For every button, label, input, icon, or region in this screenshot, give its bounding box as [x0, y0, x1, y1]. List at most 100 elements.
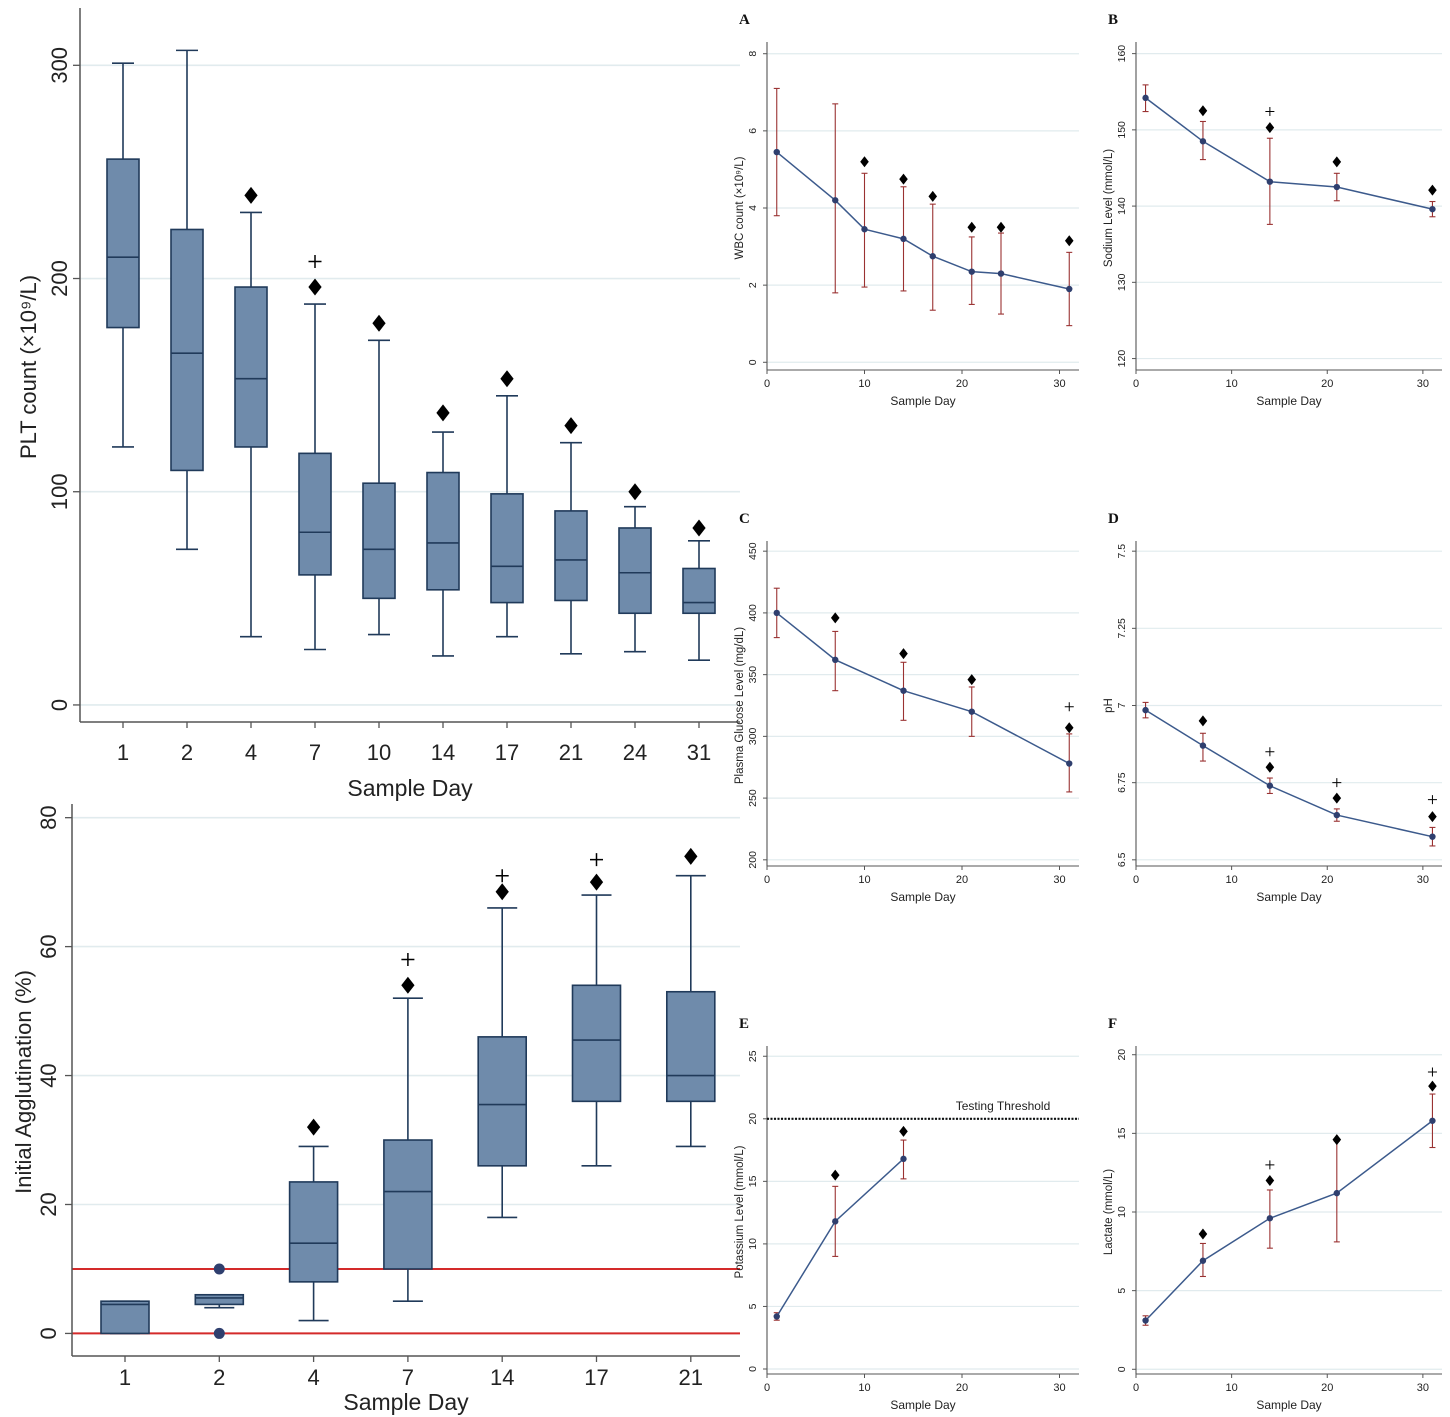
x-tick-label: 7: [402, 1365, 414, 1390]
x-tick-label: 4: [307, 1365, 319, 1390]
data-point: [900, 235, 907, 243]
data-point: [1266, 178, 1274, 185]
y-tick-label: 450: [747, 542, 759, 560]
diamond-marker: [372, 314, 386, 332]
y-tick-label: 80: [36, 805, 61, 829]
y-tick-label: 200: [747, 851, 759, 869]
diamond-marker: [1428, 184, 1437, 196]
box: [106, 158, 140, 329]
box: [571, 984, 622, 1103]
x-axis-title: Sample Day: [1256, 394, 1321, 408]
diamond-marker: [1332, 1134, 1342, 1146]
diamond-marker: [308, 278, 322, 296]
data-point: [1199, 138, 1207, 145]
line-panel-E: 0 5 10 15 20 25 0 10 20 30 Testing Threshold E Sampl…: [734, 1016, 1079, 1412]
x-tick-label: 17: [584, 1365, 608, 1390]
x-tick-label: 10: [1226, 1382, 1238, 1394]
x-tick-label: 30: [1053, 874, 1065, 886]
data-point: [773, 1313, 780, 1320]
y-axis-title: Sodium Level (mmol/L): [1103, 149, 1115, 267]
x-tick-label: 10: [858, 874, 870, 886]
x-tick-label: 0: [1133, 378, 1139, 390]
diamond-marker: [1064, 235, 1074, 247]
x-tick-label: 14: [490, 1365, 514, 1390]
x-tick-label: 1: [117, 740, 129, 765]
y-tick-label: 15: [747, 1175, 759, 1187]
x-axis-title: Sample Day: [1256, 1398, 1321, 1412]
y-tick-label: 130: [1116, 273, 1128, 291]
x-tick-label: 1: [119, 1365, 131, 1390]
plus-marker: [308, 254, 322, 268]
plus-marker: [495, 869, 509, 883]
box: [362, 482, 396, 600]
line-panel-B: 120 130 140 150 160 0 10 20 30 B Sample Day Sodium …: [1103, 12, 1442, 408]
y-tick-label: 120: [1116, 350, 1128, 368]
y-axis-title: Plasma Glucose Level (mg/dL): [734, 627, 746, 784]
diamond-marker: [899, 1125, 908, 1137]
data-point: [1142, 1317, 1149, 1324]
box: [490, 493, 524, 604]
data-point: [832, 656, 839, 664]
diamond-marker: [1198, 715, 1208, 727]
y-tick-label: 400: [747, 604, 759, 622]
y-tick-label: 300: [747, 727, 759, 745]
y-tick-label: 150: [1116, 121, 1128, 139]
y-axis-title: PLT count (×10⁹/L): [16, 275, 41, 459]
diamond-marker: [967, 221, 977, 233]
data-point: [929, 253, 936, 260]
x-tick-label: 0: [1133, 874, 1139, 886]
data-point: [1266, 782, 1274, 789]
y-tick-label: 10: [1116, 1206, 1128, 1218]
box: [426, 471, 460, 591]
x-tick-label: 10: [858, 1382, 870, 1394]
x-tick-label: 20: [956, 874, 968, 886]
panel-label: B: [1108, 12, 1118, 28]
diamond-marker: [564, 417, 578, 435]
y-tick-label: 15: [1116, 1127, 1128, 1139]
y-tick-label: 6: [747, 128, 759, 134]
x-axis-title: Sample Day: [890, 394, 955, 408]
x-axis-title: Sample Day: [1256, 890, 1321, 904]
diamond-marker: [684, 847, 698, 865]
plus-marker: [1427, 795, 1437, 805]
data-point: [832, 197, 839, 204]
diamond-marker: [1265, 122, 1275, 134]
diamond-marker: [436, 404, 450, 422]
y-tick-label: 20: [36, 1192, 61, 1216]
data-point: [1333, 1189, 1341, 1197]
x-tick-label: 10: [367, 740, 391, 765]
x-tick-label: 30: [1417, 874, 1429, 886]
diamond-marker: [1332, 792, 1342, 804]
diamond-marker: [500, 370, 514, 388]
data-point: [1333, 183, 1341, 191]
diamond-marker: [628, 483, 642, 501]
line-panel-F: 0 5 10 15 20 0 10 20 30 F Sample Day Lactate (mmol/…: [1103, 1016, 1442, 1412]
box: [298, 452, 332, 576]
x-tick-label: 30: [1417, 1382, 1429, 1394]
x-tick-label: 0: [764, 1382, 770, 1394]
y-tick-label: 10: [747, 1238, 759, 1250]
data-point: [968, 708, 975, 715]
y-tick-label: 0: [1116, 1366, 1128, 1372]
diamond-marker: [244, 186, 258, 204]
y-tick-label: 0: [47, 699, 72, 711]
panel-label: C: [739, 511, 750, 527]
data-point: [861, 226, 868, 233]
data-point: [1429, 833, 1436, 840]
y-tick-label: 40: [36, 1063, 61, 1087]
diamond-marker: [1428, 811, 1437, 823]
data-point: [900, 687, 907, 694]
x-tick-label: 20: [956, 378, 968, 390]
box: [234, 286, 268, 448]
y-tick-label: 7.5: [1116, 544, 1128, 559]
diamond-marker: [306, 1118, 321, 1136]
diamond-marker: [1198, 1228, 1208, 1240]
y-tick-label: 5: [1116, 1288, 1128, 1294]
x-tick-label: 31: [687, 740, 711, 765]
box: [477, 1036, 528, 1167]
x-tick-label: 17: [495, 740, 519, 765]
data-point: [1199, 742, 1207, 749]
